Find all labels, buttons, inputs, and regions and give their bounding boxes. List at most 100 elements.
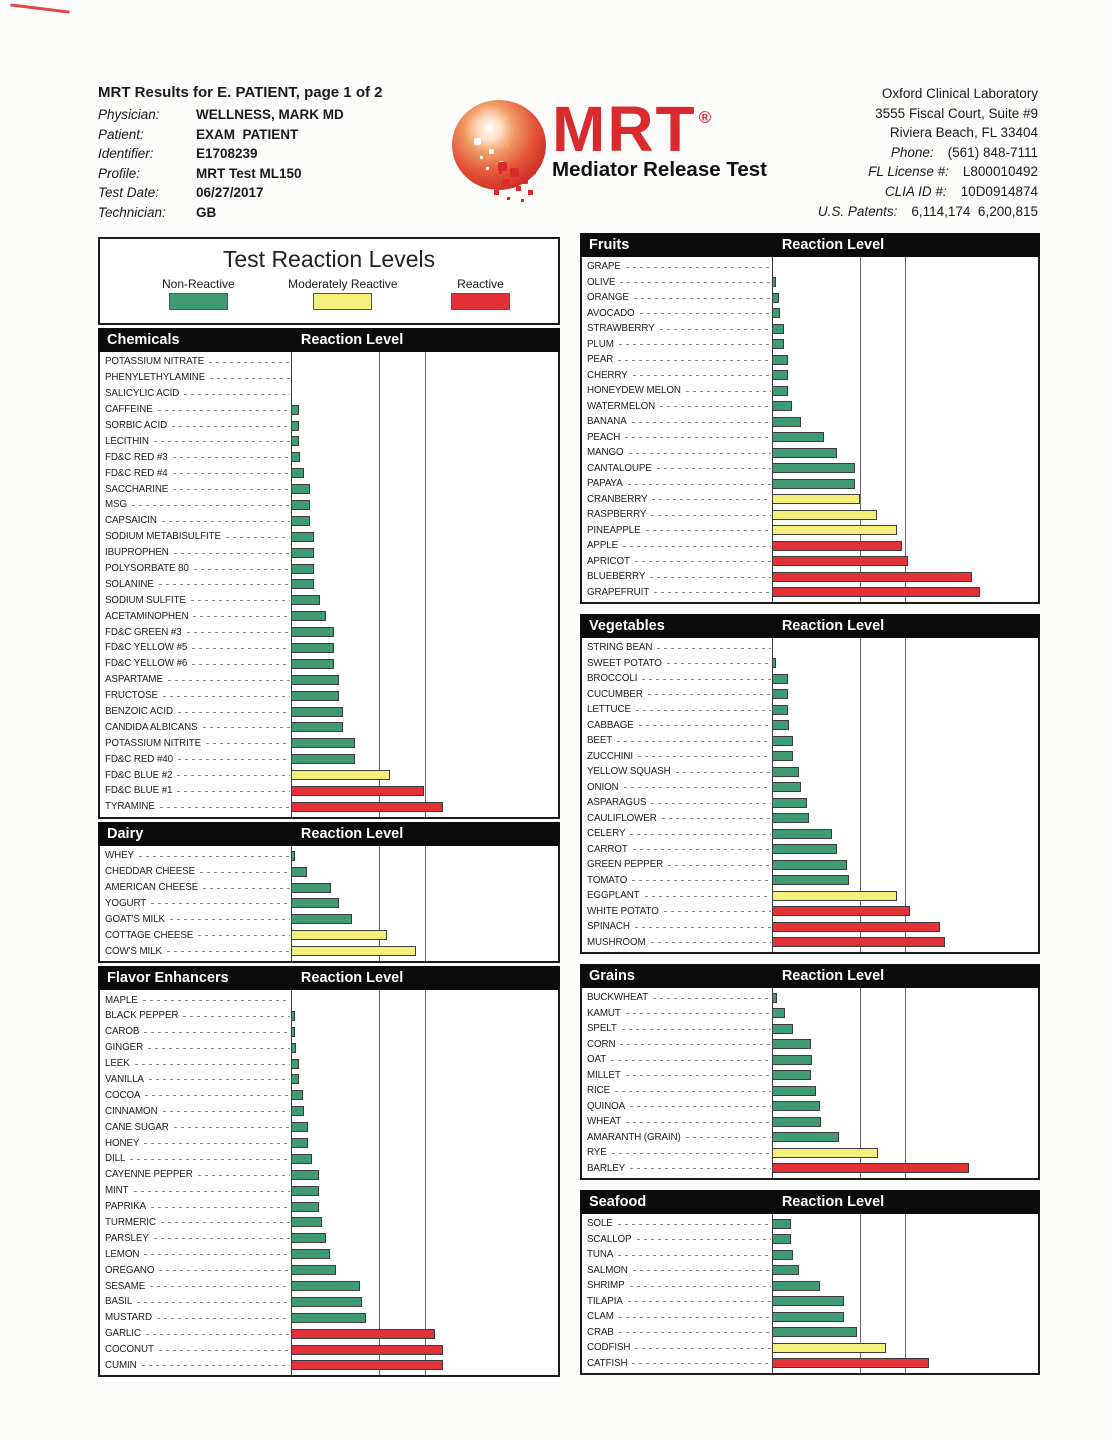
- bar-zone: [772, 259, 1038, 275]
- dotted-leader: [144, 1254, 290, 1256]
- reaction-bar: [290, 515, 310, 526]
- dotted-leader: [627, 1301, 772, 1303]
- chart-row: CAFFEINE: [100, 402, 558, 418]
- reaction-bar: [772, 720, 790, 731]
- chart-row: GINGER: [100, 1040, 558, 1056]
- dotted-leader: [184, 393, 290, 395]
- chart-row: FD&C YELLOW #6: [100, 656, 558, 672]
- dotted-leader: [193, 616, 290, 618]
- reaction-bar: [290, 579, 314, 590]
- dotted-leader: [656, 468, 772, 470]
- chart-row: EGGPLANT: [582, 888, 1038, 904]
- item-label: CRAB: [587, 1326, 614, 1338]
- chart-row: WATERMELON: [582, 399, 1038, 415]
- row-label-area: BASIL: [100, 1296, 291, 1307]
- bar-zone: [290, 418, 558, 434]
- bar-zone: [290, 402, 558, 418]
- chart-row: POTASSIUM NITRITE: [100, 735, 558, 751]
- dotted-leader: [632, 849, 772, 851]
- dotted-leader: [142, 1000, 290, 1001]
- reaction-bar: [290, 785, 425, 796]
- reaction-bar: [290, 1296, 362, 1307]
- dotted-leader: [157, 409, 290, 411]
- row-label-area: OREGANO: [100, 1265, 291, 1276]
- red-pen-mark: [10, 3, 70, 14]
- reaction-bar: [290, 1233, 326, 1244]
- row-label-area: FD&C RED #40: [100, 754, 291, 765]
- item-label: BASIL: [105, 1296, 133, 1308]
- item-label: MINT: [105, 1185, 129, 1197]
- dotted-leader: [625, 266, 772, 268]
- reaction-bar: [772, 751, 794, 762]
- item-label: CORN: [587, 1038, 616, 1050]
- chart-row: PEAR: [582, 352, 1038, 368]
- row-label-area: SODIUM SULFITE: [100, 595, 291, 606]
- bar-zone: [290, 624, 558, 640]
- dotted-leader: [650, 576, 772, 578]
- item-label: RASPBERRY: [587, 509, 647, 521]
- reaction-bar: [290, 627, 334, 638]
- reaction-bar: [772, 1070, 811, 1081]
- legend-color-swatch: [451, 293, 510, 310]
- chart-row: SCALLOP: [582, 1232, 1038, 1248]
- row-label-area: SPINACH: [582, 921, 772, 932]
- reaction-bar: [290, 420, 299, 431]
- item-label: AMARANTH (GRAIN): [587, 1131, 681, 1143]
- reaction-bar: [772, 277, 777, 288]
- chart-row: PARSLEY: [100, 1230, 558, 1246]
- dotted-leader: [190, 600, 290, 602]
- dotted-leader: [632, 1363, 772, 1365]
- chart-row: SODIUM METABISULFITE: [100, 529, 558, 545]
- mrt-wordmark: MRT: [552, 93, 697, 165]
- row-label-area: SPELT: [582, 1023, 772, 1034]
- bar-zone: [290, 1056, 558, 1072]
- row-label-area: ZUCCHINI: [582, 751, 772, 762]
- field-label: FL License #:: [868, 164, 949, 180]
- chart-row: YELLOW SQUASH: [582, 764, 1038, 780]
- row-label-area: CLAM: [582, 1311, 772, 1322]
- chart-plot-area: SOLE SCALLOP TUNA SALMON SHRIMP TILAPIA CLAM CR…: [580, 1214, 1040, 1375]
- row-label-area: BARLEY: [582, 1163, 772, 1174]
- item-label: CHEDDAR CHEESE: [105, 866, 196, 878]
- row-label-area: SHRIMP: [582, 1280, 772, 1291]
- item-label: SPELT: [587, 1023, 617, 1035]
- reaction-bar: [290, 1090, 303, 1101]
- reaction-bar: [290, 1010, 295, 1021]
- row-label-area: CODFISH: [582, 1342, 772, 1353]
- chart-row: RYE: [582, 1145, 1038, 1161]
- item-label: MUSTARD: [105, 1312, 153, 1324]
- bar-zone: [290, 1183, 558, 1199]
- row-label-area: GREEN PEPPER: [582, 859, 772, 870]
- row-label-area: OLIVE: [582, 277, 772, 288]
- dotted-leader: [659, 328, 772, 330]
- lab-info-block: Oxford Clinical Laboratory 3555 Fiscal C…: [728, 84, 1038, 221]
- chart-row: TYRAMINE: [100, 799, 558, 815]
- dotted-leader: [620, 1044, 772, 1046]
- item-label: OREGANO: [105, 1264, 155, 1276]
- dotted-leader: [159, 806, 290, 808]
- chart-row: LEEK: [100, 1056, 558, 1072]
- item-label: VANILLA: [105, 1073, 144, 1085]
- dotted-leader: [144, 1143, 290, 1145]
- chart-row: CARROT: [582, 842, 1038, 858]
- reaction-bar: [772, 1023, 794, 1034]
- reaction-bar: [772, 921, 940, 932]
- dotted-leader: [177, 790, 290, 792]
- reaction-level-header: Reaction Level: [300, 332, 404, 348]
- dotted-leader: [668, 864, 772, 866]
- dotted-leader: [611, 1059, 772, 1061]
- reaction-bar: [772, 859, 847, 870]
- dotted-leader: [625, 1013, 772, 1015]
- row-label-area: STRAWBERRY: [582, 323, 772, 334]
- field-label: U.S. Patents:: [817, 203, 898, 219]
- bar-zone: [290, 767, 558, 783]
- item-label: WHITE POTATO: [587, 905, 659, 917]
- lab-info-row: Phone: (561) 848-7111: [728, 143, 1038, 163]
- reaction-bar: [772, 813, 810, 824]
- bar-zone: [290, 1310, 558, 1326]
- row-label-area: CANTALOUPE: [582, 463, 772, 474]
- chart-row: BLUEBERRY: [582, 569, 1038, 585]
- reaction-bar: [772, 1342, 887, 1353]
- row-label-area: SODIUM METABISULFITE: [100, 531, 291, 542]
- axis-baseline: [772, 257, 774, 602]
